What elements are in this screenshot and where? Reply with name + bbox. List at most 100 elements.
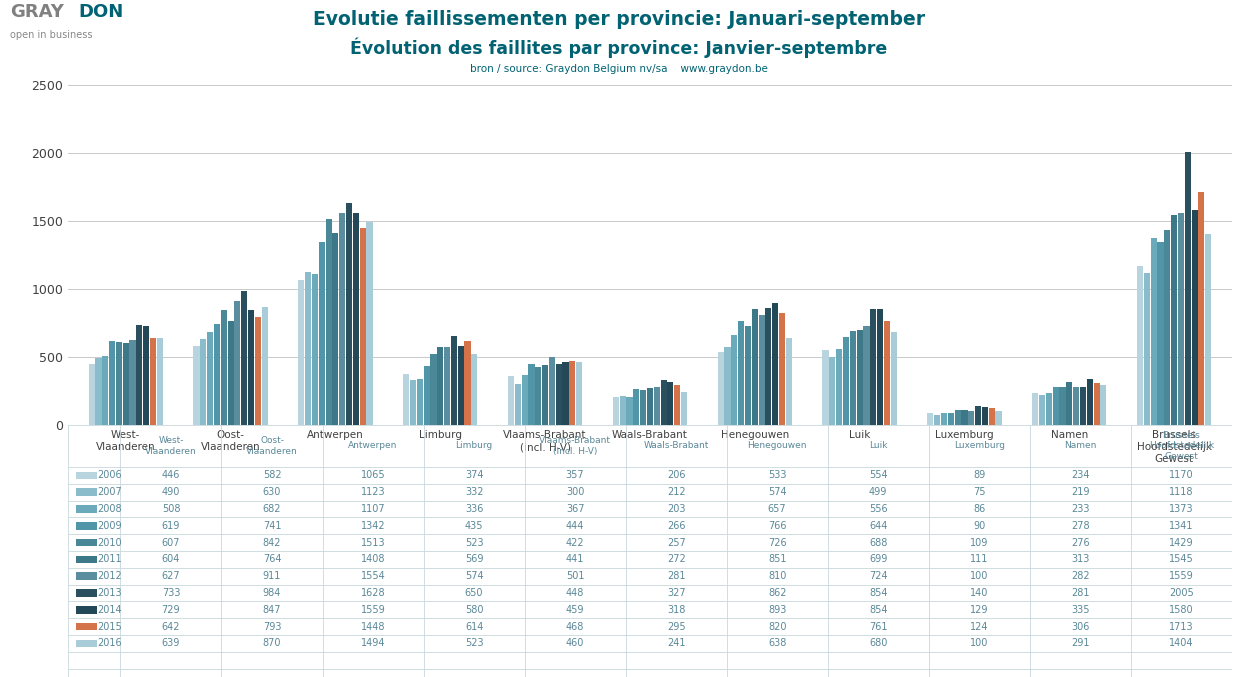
Bar	[954, 410, 961, 425]
Text: 1065: 1065	[360, 471, 385, 481]
Text: 761: 761	[869, 621, 888, 632]
Text: 604: 604	[162, 554, 181, 565]
Text: 820: 820	[768, 621, 786, 632]
Bar	[1060, 387, 1066, 425]
Text: 2014: 2014	[97, 605, 121, 615]
Bar	[675, 385, 680, 425]
Text: 1373: 1373	[1169, 504, 1193, 514]
Text: 257: 257	[667, 538, 686, 548]
Bar	[962, 410, 968, 425]
Text: 441: 441	[566, 554, 584, 565]
Bar	[732, 336, 738, 425]
Text: 332: 332	[464, 487, 483, 497]
Text: 639: 639	[162, 638, 181, 649]
Bar	[103, 356, 109, 425]
Text: 499: 499	[869, 487, 888, 497]
Text: 1554: 1554	[360, 571, 385, 581]
Bar	[423, 366, 430, 425]
Bar	[548, 357, 555, 425]
Text: 574: 574	[464, 571, 483, 581]
Text: bron / source: Graydon Belgium nv/sa    www.graydon.be: bron / source: Graydon Belgium nv/sa www…	[470, 64, 768, 74]
Bar	[1191, 210, 1197, 425]
Text: 212: 212	[667, 487, 686, 497]
Bar	[1052, 387, 1058, 425]
Text: 680: 680	[869, 638, 888, 649]
Text: 327: 327	[667, 588, 686, 598]
Text: 1494: 1494	[360, 638, 385, 649]
Text: 642: 642	[162, 621, 181, 632]
Text: 523: 523	[464, 538, 483, 548]
Text: 1341: 1341	[1169, 521, 1193, 531]
Text: 554: 554	[869, 471, 888, 481]
Bar	[738, 321, 744, 425]
Text: GRAY: GRAY	[10, 3, 64, 22]
Bar	[1087, 379, 1093, 425]
Text: 699: 699	[869, 554, 888, 565]
Text: 86: 86	[973, 504, 985, 514]
Text: 272: 272	[667, 554, 686, 565]
Text: 2011: 2011	[97, 554, 121, 565]
Text: 241: 241	[667, 638, 686, 649]
Text: 1448: 1448	[360, 621, 385, 632]
Bar	[836, 349, 842, 425]
Bar	[989, 408, 995, 425]
Bar	[843, 337, 849, 425]
Bar	[207, 332, 213, 425]
Bar	[417, 379, 423, 425]
Text: 508: 508	[162, 504, 181, 514]
Text: Luik: Luik	[869, 441, 888, 450]
Bar	[779, 313, 785, 425]
Bar	[1032, 393, 1039, 425]
Text: 1513: 1513	[360, 538, 385, 548]
Bar	[431, 354, 437, 425]
Bar	[935, 415, 941, 425]
Bar	[298, 280, 305, 425]
Bar	[613, 397, 619, 425]
Text: 1170: 1170	[1169, 471, 1193, 481]
Bar	[404, 374, 410, 425]
Bar	[640, 390, 646, 425]
Text: open in business: open in business	[10, 30, 93, 41]
Bar	[305, 272, 311, 425]
Bar	[877, 309, 883, 425]
Text: 446: 446	[162, 471, 181, 481]
Text: 219: 219	[1071, 487, 1089, 497]
Text: 234: 234	[1071, 471, 1089, 481]
Text: 1559: 1559	[1169, 571, 1193, 581]
Text: 2009: 2009	[97, 521, 121, 531]
Text: 124: 124	[971, 621, 988, 632]
Text: Luxemburg: Luxemburg	[953, 441, 1005, 450]
Text: 627: 627	[162, 571, 181, 581]
Text: Vlaams-Brabant
(incl. H-V): Vlaams-Brabant (incl. H-V)	[539, 436, 612, 456]
Text: 1408: 1408	[360, 554, 385, 565]
Text: 614: 614	[465, 621, 483, 632]
Text: 984: 984	[262, 588, 281, 598]
Text: 300: 300	[566, 487, 584, 497]
Text: 726: 726	[768, 538, 786, 548]
Text: 266: 266	[667, 521, 686, 531]
Bar	[718, 352, 724, 425]
Bar	[130, 340, 136, 425]
Bar	[201, 339, 207, 425]
Text: 2015: 2015	[97, 621, 121, 632]
Text: 318: 318	[667, 605, 686, 615]
FancyBboxPatch shape	[76, 556, 97, 563]
Bar	[745, 326, 751, 425]
Text: 281: 281	[1071, 588, 1089, 598]
Bar	[535, 368, 541, 425]
Bar	[773, 303, 779, 425]
FancyBboxPatch shape	[76, 472, 97, 479]
FancyBboxPatch shape	[76, 623, 97, 630]
Bar	[1144, 273, 1150, 425]
Text: 1559: 1559	[360, 605, 385, 615]
Text: 435: 435	[464, 521, 483, 531]
Bar	[1205, 234, 1211, 425]
Text: 291: 291	[1071, 638, 1089, 649]
Text: 1404: 1404	[1169, 638, 1193, 649]
Bar	[458, 346, 464, 425]
Bar	[890, 332, 896, 425]
Text: 1628: 1628	[360, 588, 385, 598]
Bar	[968, 412, 974, 425]
Bar	[95, 358, 102, 425]
Text: 862: 862	[768, 588, 786, 598]
